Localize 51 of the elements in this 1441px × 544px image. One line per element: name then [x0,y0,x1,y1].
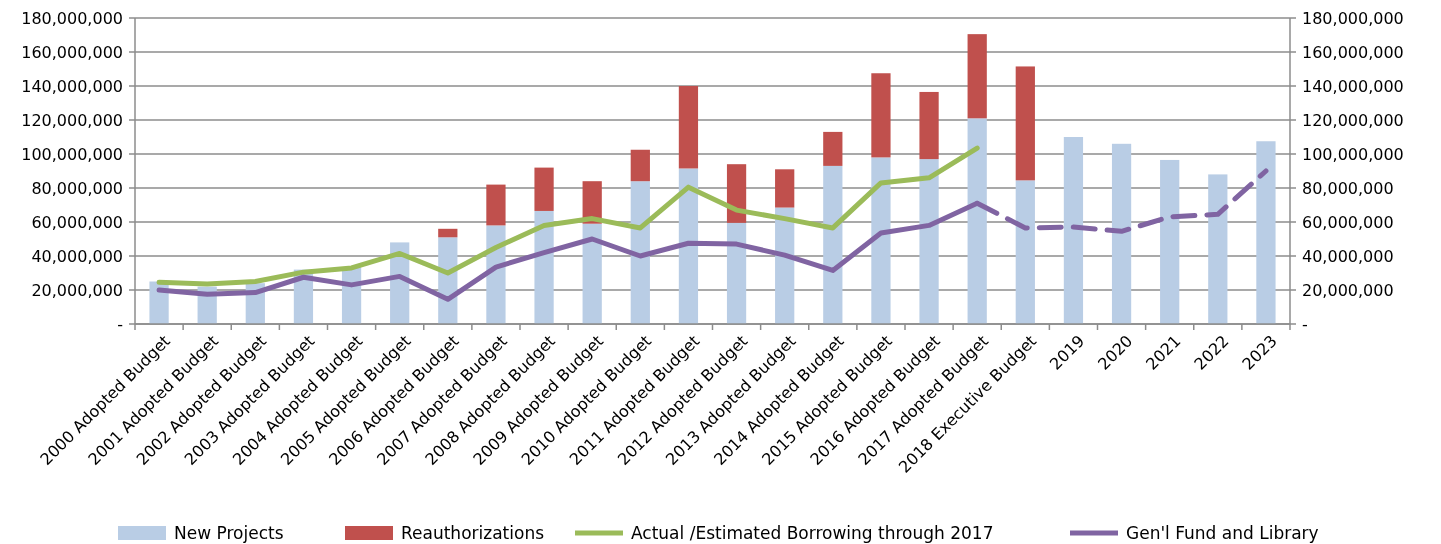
legend-label: Actual /Estimated Borrowing through 2017 [631,522,994,543]
bar [678,168,699,324]
bar [919,159,939,324]
bar [438,228,458,238]
y2-tick-label: 20,000,000 [1302,280,1394,300]
bar [1160,159,1180,324]
y-tick-label: 40,000,000 [31,246,123,266]
y2-tick-label: 160,000,000 [1302,42,1404,62]
bar [630,181,650,324]
y-tick-label: 60,000,000 [31,212,123,232]
y2-tick-label: 120,000,000 [1302,110,1404,130]
bar [678,86,699,169]
y2-tick-label: - [1302,314,1308,334]
y2-tick-label: 40,000,000 [1302,246,1394,266]
y2-tick-label: 80,000,000 [1302,178,1394,198]
bar [775,169,795,208]
bar [919,91,939,160]
bar [1208,174,1228,324]
legend-label: New Projects [174,522,284,543]
y-tick-label: 140,000,000 [21,76,123,96]
y-tick-label: 20,000,000 [31,280,123,300]
bar [534,167,554,211]
bar [823,165,843,324]
bar [871,157,891,324]
bar [967,34,987,119]
bar [1256,141,1276,324]
bar [630,149,650,182]
y-tick-label: 120,000,000 [21,110,123,130]
y2-tick-label: 180,000,000 [1302,8,1404,28]
y-tick-label: - [117,314,123,334]
y-tick-label: 80,000,000 [31,178,123,198]
y-tick-label: 180,000,000 [21,8,123,28]
bar [823,131,843,166]
bar [1063,137,1084,324]
bar [486,184,506,226]
y-tick-label: 100,000,000 [21,144,123,164]
bar [726,222,747,324]
bar [726,164,747,223]
bar [871,73,891,158]
y2-tick-label: 140,000,000 [1302,76,1404,96]
y-tick-label: 160,000,000 [21,42,123,62]
y2-tick-label: 60,000,000 [1302,212,1394,232]
bar [1015,66,1035,181]
bar [534,210,554,324]
legend-label: Gen'l Fund and Library [1126,522,1319,543]
bar [1111,143,1132,324]
legend-label: Reauthorizations [401,522,545,543]
y2-tick-label: 100,000,000 [1302,144,1404,164]
bar [1015,180,1035,324]
bar [582,223,602,324]
bar [967,118,987,324]
